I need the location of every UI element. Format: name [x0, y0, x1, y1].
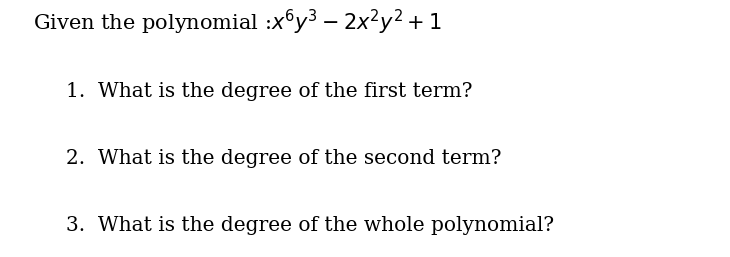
Text: Given the polynomial :$x^6y^3 - 2x^2y^2 + 1$: Given the polynomial :$x^6y^3 - 2x^2y^2 … — [33, 8, 442, 37]
Text: 3.  What is the degree of the whole polynomial?: 3. What is the degree of the whole polyn… — [66, 216, 554, 235]
Text: 2.  What is the degree of the second term?: 2. What is the degree of the second term… — [66, 149, 502, 168]
Text: 1.  What is the degree of the first term?: 1. What is the degree of the first term? — [66, 82, 472, 101]
